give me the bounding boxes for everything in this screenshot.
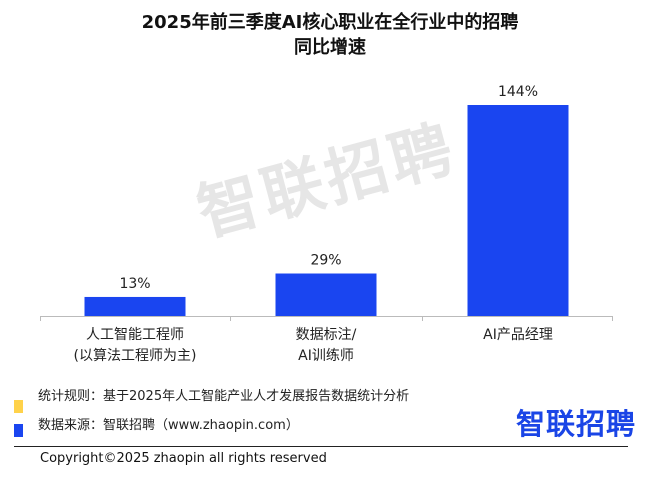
chart-title-line2: 同比增速 — [294, 37, 366, 58]
category-label-2: AI产品经理 — [483, 327, 553, 343]
category-label-1: AI训练师 — [298, 348, 354, 364]
bar-2 — [467, 105, 569, 316]
bar-0 — [84, 296, 186, 316]
data-label-2: 144% — [498, 84, 538, 100]
copyright: Copyright©2025 zhaopin all rights reserv… — [40, 451, 327, 466]
chart-title-line1: 2025年前三季度AI核心职业在全行业中的招聘 — [141, 12, 519, 33]
legend-text-source: 数据来源：智联招聘（www.zhaopin.com） — [38, 418, 299, 433]
data-label-0: 13% — [119, 276, 150, 292]
divider — [14, 446, 628, 447]
legend-text-rule: 统计规则：基于2025年人工智能产业人才发展报告数据统计分析 — [38, 389, 410, 404]
legend-swatch-blue — [14, 424, 23, 437]
zhaopin-logo: 智联招聘 — [516, 407, 637, 441]
bar-1 — [275, 273, 377, 316]
bar-chart: 13% 人工智能工程师 (以算法工程师为主) 29% 数据标注/AI训练师 144% AI产… — [40, 84, 613, 364]
data-label-1: 29% — [310, 253, 341, 269]
category-label-0: (以算法工程师为主) — [74, 348, 197, 364]
legend-swatch-yellow — [14, 400, 23, 413]
category-label-0: 人工智能工程师 — [86, 327, 184, 343]
category-label-1: 数据标注/ — [296, 327, 357, 343]
